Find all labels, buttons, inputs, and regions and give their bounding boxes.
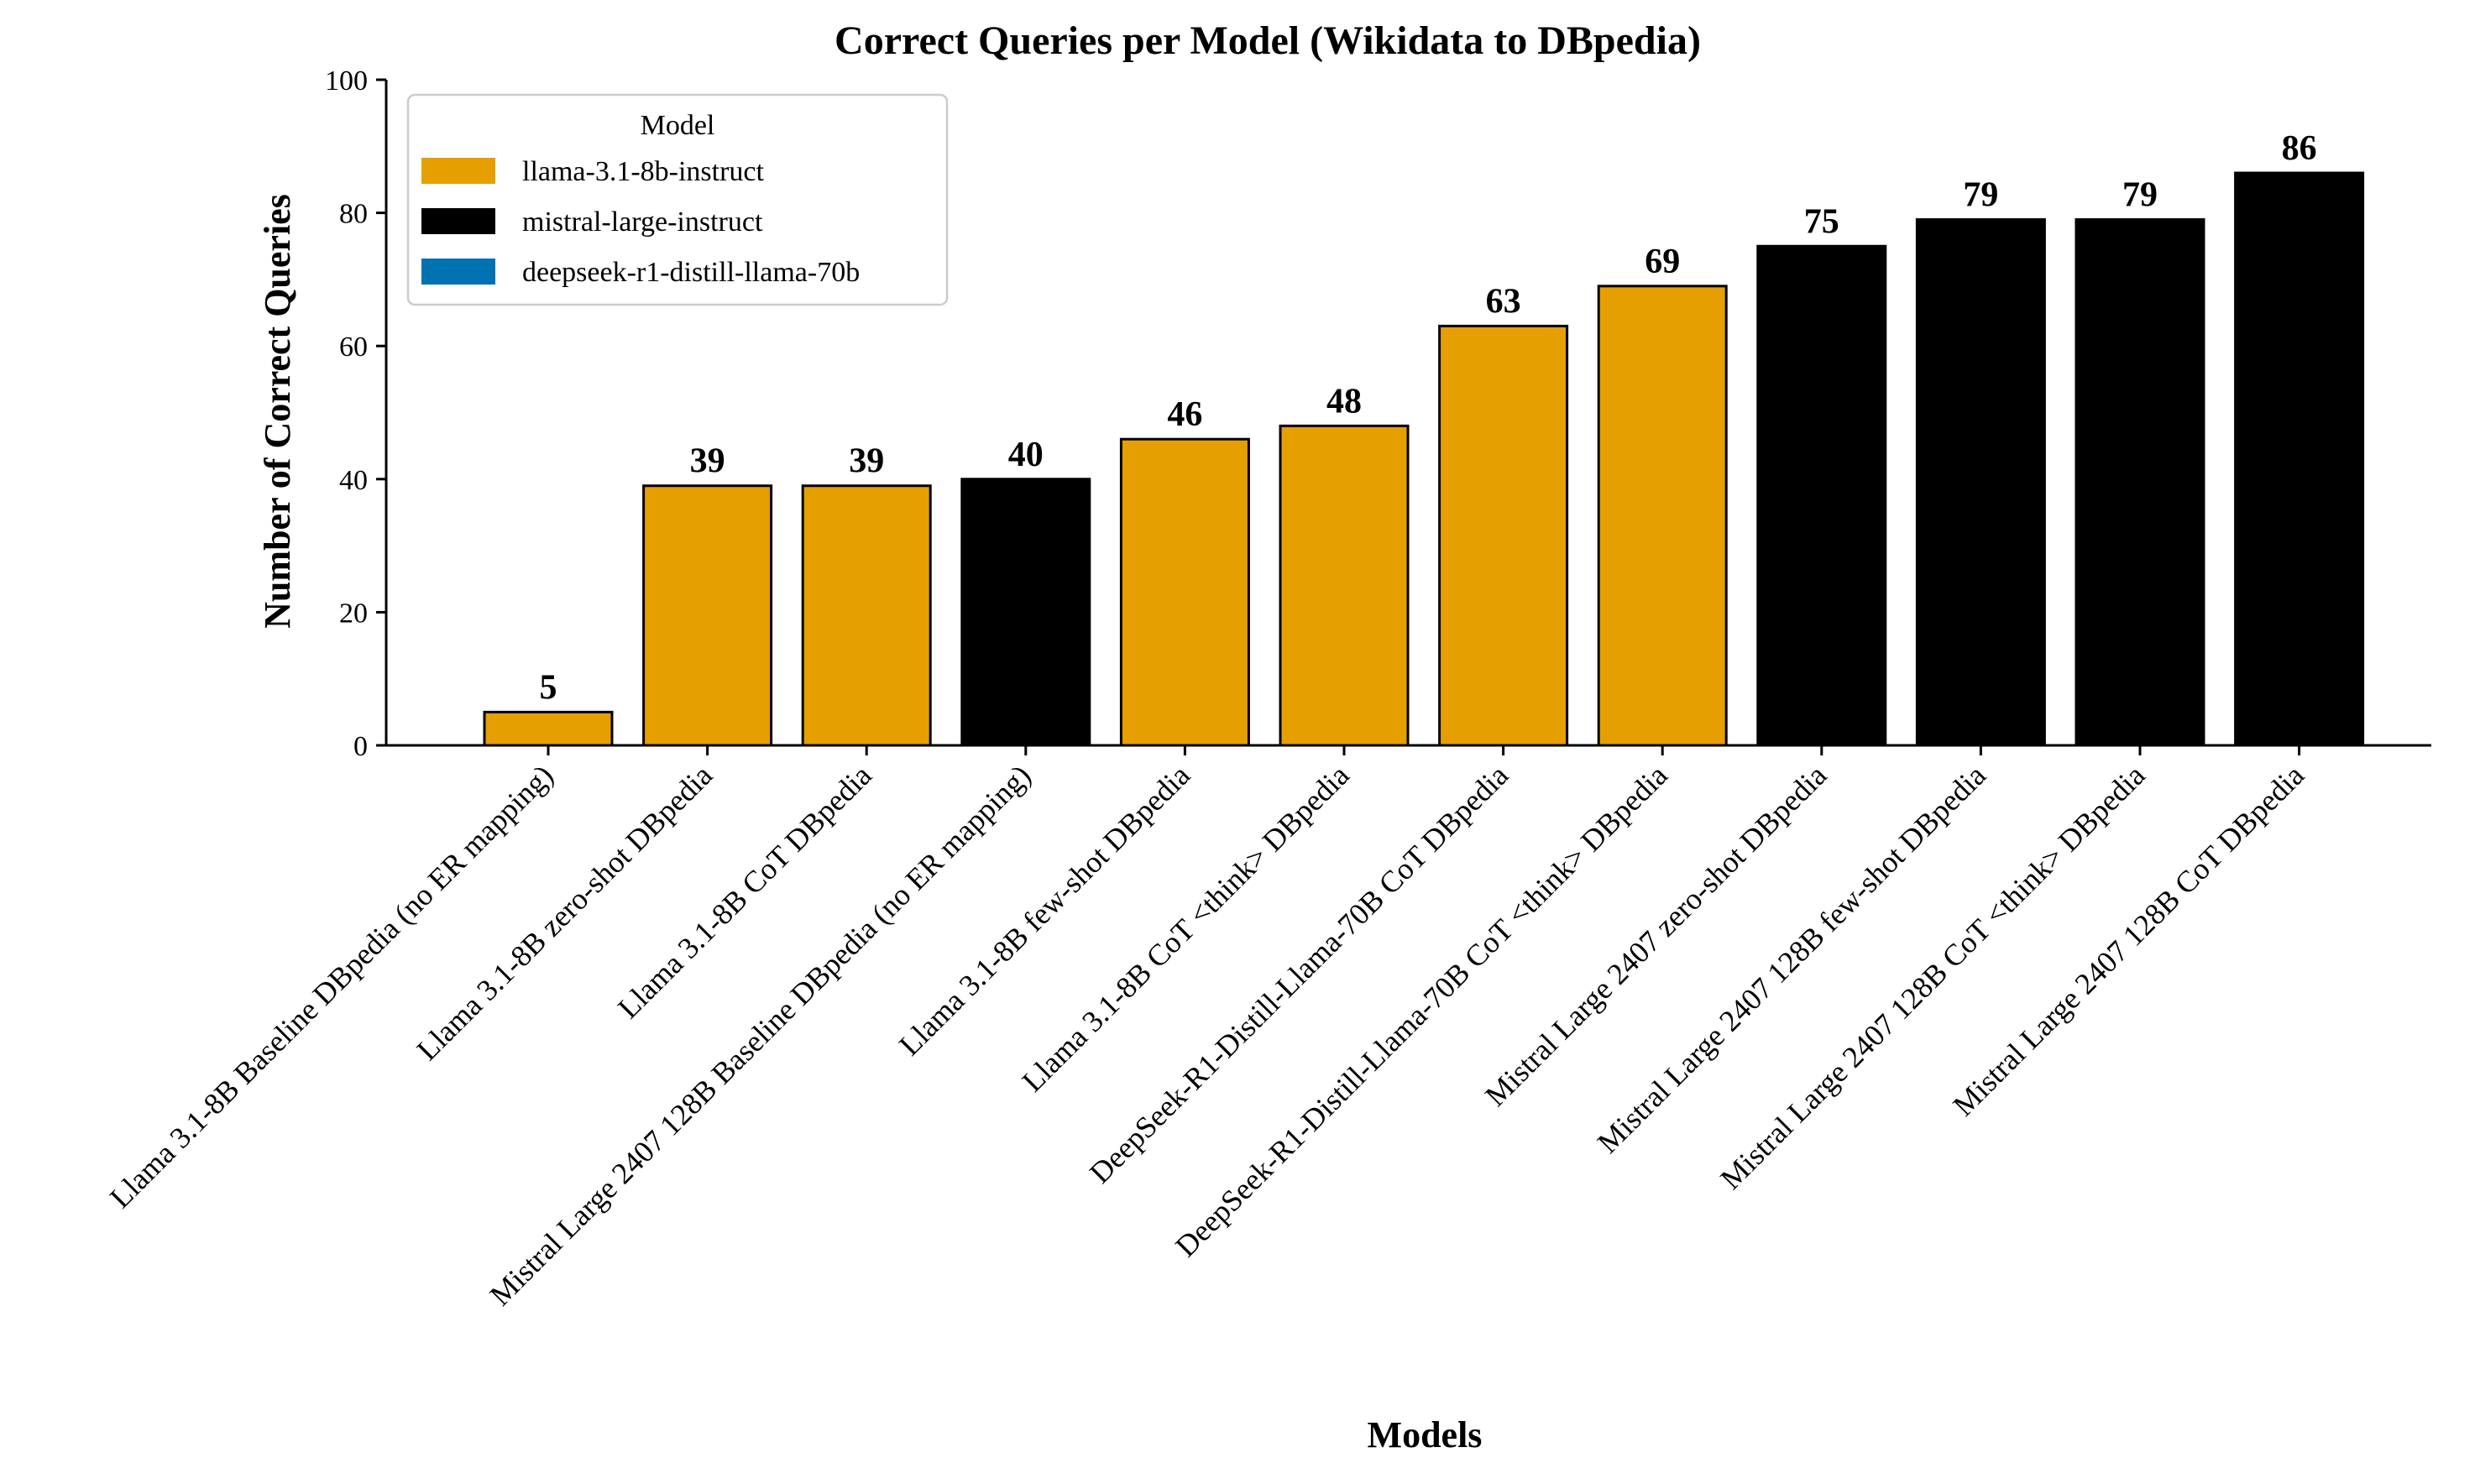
- x-tick-label: Llama 3.1-8B CoT DBpedia: [611, 758, 878, 1025]
- bar-value-label: 69: [1645, 243, 1680, 281]
- bar: [1279, 424, 1410, 747]
- legend-entry-label: llama-3.1-8b-instruct: [522, 156, 765, 187]
- bar: [1438, 324, 1569, 747]
- bar: [801, 484, 932, 747]
- legend: Model llama-3.1-8b-instruct mistral-large…: [406, 93, 949, 306]
- legend-title: Model: [641, 110, 715, 141]
- x-tick-label: Mistral Large 2407 128B CoT DBpedia: [1946, 758, 2310, 1122]
- bar: [642, 484, 773, 747]
- y-tick-label: 40: [339, 465, 368, 496]
- x-ticks: Llama 3.1-8B Baseline DBpedia (no ER map…: [103, 745, 2310, 1312]
- y-tick-label: 100: [325, 65, 368, 97]
- bar-value-label: 39: [690, 442, 725, 481]
- bar-value-label: 48: [1326, 382, 1362, 421]
- bar: [483, 710, 614, 747]
- bar-value-label: 39: [849, 442, 884, 481]
- x-axis-label: Models: [1368, 1414, 1483, 1455]
- legend-frame: [406, 93, 949, 306]
- y-tick-label: 80: [339, 199, 368, 230]
- x-tick-label: Llama 3.1-8B zero-shot DBpedia: [411, 758, 719, 1067]
- bar-value-label: 86: [2282, 129, 2317, 168]
- legend-entries: llama-3.1-8b-instruct mistral-large-instr…: [421, 156, 860, 288]
- bars: [483, 171, 2365, 747]
- x-tick-label: Mistral Large 2407 128B Baseline DBpedia…: [484, 758, 1038, 1312]
- bar: [2234, 171, 2365, 747]
- bar-value-label: 46: [1167, 395, 1202, 434]
- y-tick-label: 0: [353, 731, 368, 762]
- bar-value-label: 40: [1008, 436, 1044, 474]
- chart-title: Correct Queries per Model (Wikidata to D…: [835, 18, 1701, 63]
- bar: [1915, 218, 2046, 747]
- bar-value-label: 63: [1486, 282, 1521, 321]
- bar-value-label: 79: [2122, 176, 2158, 215]
- bar-value-label: 79: [1963, 176, 1998, 215]
- legend-swatch: [421, 158, 495, 184]
- bar-value-label: 75: [1804, 202, 1839, 241]
- x-tick-label: Llama 3.1-8B few-shot DBpedia: [892, 758, 1196, 1062]
- legend-entry-label: deepseek-r1-distill-llama-70b: [522, 257, 860, 288]
- y-axis-label: Number of Correct Queries: [257, 194, 298, 629]
- bar: [2075, 218, 2205, 747]
- y-tick-label: 20: [339, 598, 368, 629]
- value-labels: 5 39 39 40 46 48 63 69 75 79 79 86: [540, 129, 2317, 707]
- bar-value-label: 5: [540, 668, 557, 707]
- x-tick-label: Llama 3.1-8B CoT <think> DBpedia: [1016, 758, 1356, 1098]
- bar: [960, 478, 1091, 747]
- y-tick-label: 60: [339, 332, 368, 363]
- legend-swatch: [421, 259, 495, 285]
- bar: [1756, 244, 1887, 747]
- y-ticks: 0 20 40 60 80 100: [325, 65, 386, 762]
- bar: [1119, 437, 1250, 747]
- legend-swatch: [421, 208, 495, 234]
- bar: [1597, 285, 1728, 747]
- x-tick-label: Mistral Large 2407 zero-shot DBpedia: [1478, 758, 1833, 1112]
- legend-entry-label: mistral-large-instruct: [522, 206, 763, 238]
